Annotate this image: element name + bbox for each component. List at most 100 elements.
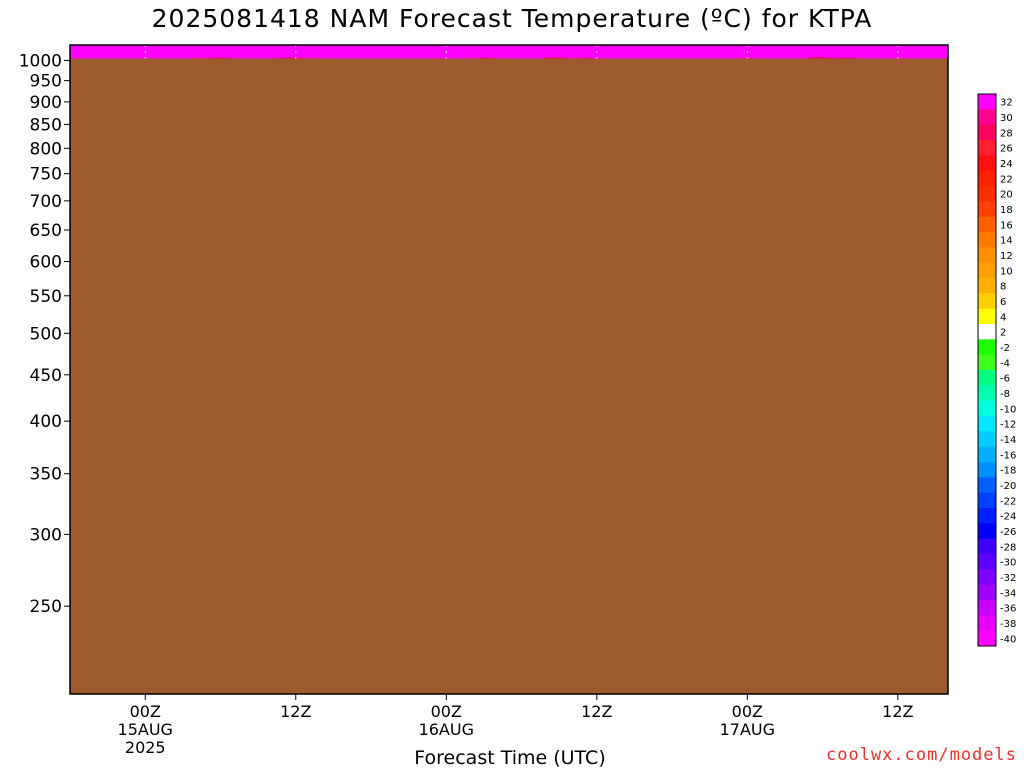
colorbar-swatch	[978, 124, 996, 141]
y-tick-label: 900	[30, 93, 62, 113]
colorbar-swatch	[978, 523, 996, 540]
x-tick-label: 2025	[125, 738, 166, 757]
x-tick-label: 17AUG	[720, 720, 775, 739]
y-tick-label: 600	[30, 253, 62, 273]
colorbar-swatch	[978, 216, 996, 233]
colorbar-label: -6	[1000, 374, 1010, 385]
colorbar-swatch	[978, 293, 996, 310]
y-tick-label: 300	[30, 525, 62, 545]
colorbar-label: -28	[1000, 542, 1016, 553]
colorbar-label: -40	[1000, 634, 1016, 645]
y-tick-label: 700	[30, 192, 62, 212]
colorbar-swatch	[978, 431, 996, 448]
colorbar-label: -22	[1000, 496, 1016, 507]
y-tick-label: 250	[30, 597, 62, 617]
colorbar-swatch	[978, 554, 996, 570]
colorbar-swatch	[978, 109, 996, 126]
colorbar-frame	[977, 93, 997, 647]
colorbar-label: 32	[1000, 98, 1013, 109]
colorbar-label: -18	[1000, 466, 1016, 477]
colorbar-swatch	[978, 262, 996, 279]
colorbar-swatch	[978, 630, 996, 647]
colorbar-swatch	[978, 385, 996, 402]
colorbar-label: 28	[1000, 128, 1013, 139]
colorbar-swatch	[978, 462, 996, 478]
y-tick-label: 450	[30, 366, 62, 386]
y-tick-label: 750	[30, 165, 62, 185]
colorbar-label: 2	[1000, 328, 1006, 339]
colorbar-swatch	[978, 278, 996, 294]
colorbar-swatch	[978, 324, 996, 340]
colorbar-label: 24	[1000, 159, 1013, 170]
colorbar-label: 4	[1000, 312, 1006, 323]
colorbar-label: -30	[1000, 558, 1016, 569]
colorbar-label: -12	[1000, 420, 1016, 431]
colorbar-label: 10	[1000, 266, 1013, 277]
colorbar-label: 22	[1000, 174, 1013, 185]
colorbar-swatch	[978, 308, 996, 325]
colorbar-swatch	[978, 538, 996, 555]
colorbar-label: -32	[1000, 573, 1016, 584]
colorbar-swatch	[978, 155, 996, 172]
colorbar-label: -14	[1000, 435, 1016, 446]
colorbar-swatch	[978, 584, 996, 601]
colorbar-swatch	[978, 600, 996, 616]
colorbar-swatch	[978, 201, 996, 218]
colorbar-label: -2	[1000, 343, 1010, 354]
colorbar-label: -26	[1000, 527, 1016, 538]
colorbar-swatch	[978, 416, 996, 432]
surface-strip	[70, 58, 948, 694]
plot-area: 2626262622222222181818181414141410101010…	[70, 45, 948, 694]
colorbar-label: 12	[1000, 251, 1013, 262]
colorbar-swatch	[978, 569, 996, 586]
x-tick-label: 00Z	[732, 702, 763, 721]
x-tick-label: 12Z	[581, 702, 612, 721]
colorbar-label: -8	[1000, 389, 1010, 400]
colorbar-label: 16	[1000, 220, 1013, 231]
x-tick-label: 00Z	[130, 702, 161, 721]
x-tick-label: 00Z	[431, 702, 462, 721]
colorbar-swatch	[978, 140, 996, 156]
colorbar-label: 6	[1000, 297, 1006, 308]
x-axis-label: Forecast Time (UTC)	[414, 747, 605, 768]
colorbar-label: -10	[1000, 404, 1016, 415]
colorbar-label: -36	[1000, 604, 1016, 615]
y-tick-label: 500	[30, 324, 62, 344]
y-tick-label: 650	[30, 221, 62, 241]
colorbar-swatch	[978, 354, 996, 371]
colorbar-swatch	[978, 232, 996, 248]
colorbar-swatch	[978, 247, 996, 264]
colorbar-swatch	[978, 339, 996, 356]
site-credit: coolwx.com/models	[826, 745, 1017, 765]
x-tick-label: 16AUG	[419, 720, 474, 739]
colorbar-label: -16	[1000, 450, 1016, 461]
colorbar-label: -38	[1000, 619, 1016, 630]
colorbar-label: 8	[1000, 282, 1006, 293]
colorbar-label: -4	[1000, 358, 1010, 369]
colorbar-label: 20	[1000, 190, 1013, 201]
colorbar-label: -20	[1000, 481, 1016, 492]
x-tick-label: 12Z	[280, 702, 311, 721]
y-tick-label: 400	[30, 412, 62, 432]
colorbar-label: 14	[1000, 236, 1013, 247]
y-tick-label: 850	[30, 115, 62, 135]
colorbar-swatch	[978, 477, 996, 494]
colorbar-swatch	[978, 370, 996, 386]
chart-title: 2025081418 NAM Forecast Temperature (ºC)…	[151, 4, 873, 33]
colorbar-swatch	[978, 400, 996, 417]
y-tick-label: 800	[30, 139, 62, 159]
colorbar-swatch	[978, 446, 996, 463]
colorbar-swatch	[978, 170, 996, 187]
y-tick-label: 550	[30, 287, 62, 307]
colorbar-label: 18	[1000, 205, 1013, 216]
colorbar-label: 26	[1000, 144, 1013, 155]
x-tick-label: 15AUG	[118, 720, 173, 739]
y-tick-label: 350	[30, 465, 62, 485]
colorbar-swatch	[978, 186, 996, 202]
colorbar-label: -34	[1000, 588, 1016, 599]
colorbar-swatch	[978, 94, 996, 110]
y-tick-label: 1000	[19, 51, 62, 71]
y-tick-label: 950	[30, 72, 62, 92]
colorbar-label: -24	[1000, 512, 1016, 523]
